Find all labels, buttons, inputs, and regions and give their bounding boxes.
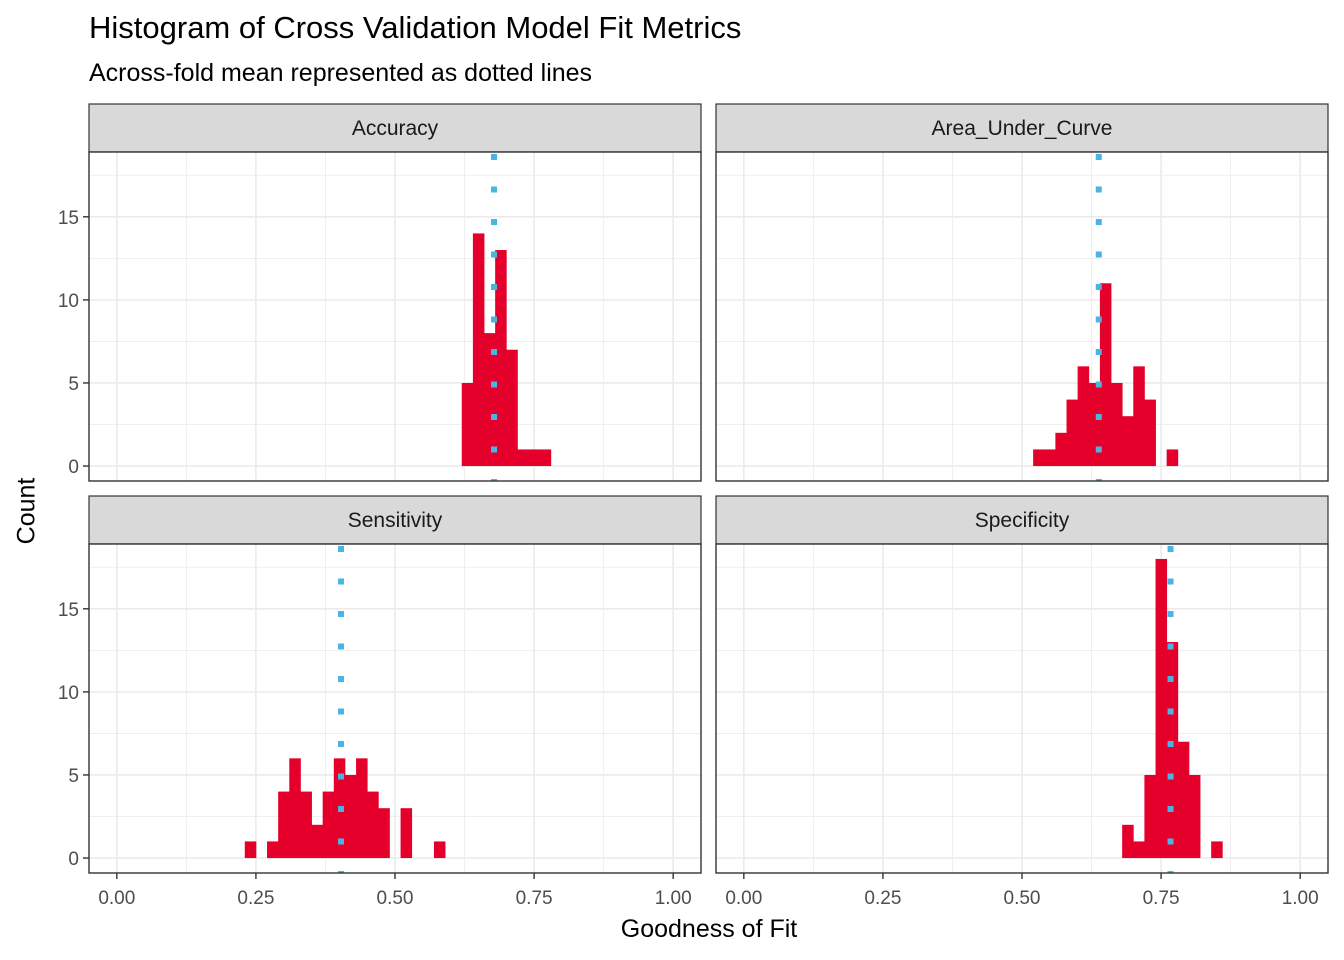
histogram-bar <box>1111 382 1123 467</box>
histogram-bar <box>367 791 379 859</box>
histogram-bar <box>517 449 529 467</box>
x-tick-label: 1.00 <box>655 888 692 909</box>
chart-title: Histogram of Cross Validation Model Fit … <box>89 10 742 45</box>
histogram-bar <box>1155 558 1168 859</box>
x-tick-label: 0.50 <box>1004 888 1041 909</box>
panel-border <box>715 151 1329 482</box>
histogram-bar <box>1088 382 1101 467</box>
y-tick-label: 5 <box>68 374 79 395</box>
y-tick-label: 15 <box>58 600 79 621</box>
y-tick-label: 10 <box>58 683 79 704</box>
histogram-bar <box>344 774 357 859</box>
histogram-bar <box>1055 432 1067 467</box>
histogram-bar <box>1133 366 1145 467</box>
facet-strip-label: Sensitivity <box>348 509 443 532</box>
panel-accuracy: Accuracy 0 5 10 15 <box>58 103 702 482</box>
histogram-bar <box>495 250 507 467</box>
histogram-bar <box>1166 642 1179 859</box>
chart-subtitle: Across-fold mean represented as dotted l… <box>89 59 593 87</box>
x-tick-label: 0.75 <box>1143 888 1180 909</box>
x-tick-label: 0.25 <box>237 888 274 909</box>
histogram-bar <box>244 841 257 859</box>
y-tick-label: 15 <box>58 208 79 229</box>
histogram-bar <box>1099 283 1112 467</box>
x-tick-label: 0.50 <box>377 888 414 909</box>
histogram-bar <box>1211 841 1223 859</box>
facet-strip-label: Area_Under_Curve <box>932 117 1113 140</box>
histogram-bar <box>1188 774 1201 859</box>
histogram-bar <box>1166 449 1179 467</box>
y-tick-label: 5 <box>68 766 79 787</box>
x-tick-label: 0.00 <box>725 888 762 909</box>
histogram-bar <box>1122 824 1134 859</box>
panel-specificity: Specificity 0.00 0.25 0.50 0.75 1.00 <box>715 495 1329 909</box>
panel-area-under-curve: Area_Under_Curve <box>715 103 1329 482</box>
histogram-bar <box>461 382 474 467</box>
y-tick-label: 0 <box>68 849 79 870</box>
x-axis-title: Goodness of Fit <box>620 915 798 943</box>
histogram-bar <box>322 791 335 859</box>
y-tick-label: 10 <box>58 291 79 312</box>
histogram-bar <box>433 841 446 859</box>
facet-strip <box>88 103 702 153</box>
histogram-bar <box>311 824 324 859</box>
histogram-bar <box>267 841 279 859</box>
facet-strip-label: Accuracy <box>352 117 439 140</box>
histogram-bar <box>1066 399 1079 467</box>
histogram-bar <box>539 449 552 467</box>
histogram-bar <box>1133 841 1145 859</box>
histogram-bar <box>528 449 541 467</box>
histogram-bar <box>1033 449 1045 467</box>
facet-strip <box>715 495 1329 545</box>
histogram-bar <box>1144 399 1156 467</box>
panel-border <box>88 151 702 482</box>
histogram-bar <box>300 791 312 859</box>
histogram-bar <box>378 808 390 859</box>
histogram-bar <box>278 791 290 859</box>
histogram-bar <box>506 349 518 467</box>
histogram-bar <box>472 233 485 467</box>
histogram-bar <box>1177 741 1190 859</box>
facet-strip <box>88 495 702 545</box>
histogram-bar <box>356 758 368 859</box>
histogram-bar <box>289 758 301 859</box>
x-tick-label: 0.00 <box>98 888 135 909</box>
histogram-bar <box>1044 449 1056 467</box>
histogram-bar <box>1122 416 1134 467</box>
x-tick-label: 0.25 <box>864 888 901 909</box>
x-tick-label: 1.00 <box>1282 888 1319 909</box>
y-tick-label: 0 <box>68 457 79 478</box>
histogram-bar <box>1077 366 1090 467</box>
facet-strip-label: Specificity <box>975 509 1070 532</box>
histogram-bar <box>484 333 496 467</box>
x-tick-label: 0.75 <box>516 888 553 909</box>
panel-sensitivity: Sensitivity 0 5 10 15 0.00 0.25 0.50 0.75 1.00 <box>58 495 702 909</box>
histogram-bar <box>400 808 413 859</box>
histogram-bar <box>1144 774 1156 859</box>
facet-strip <box>715 103 1329 153</box>
